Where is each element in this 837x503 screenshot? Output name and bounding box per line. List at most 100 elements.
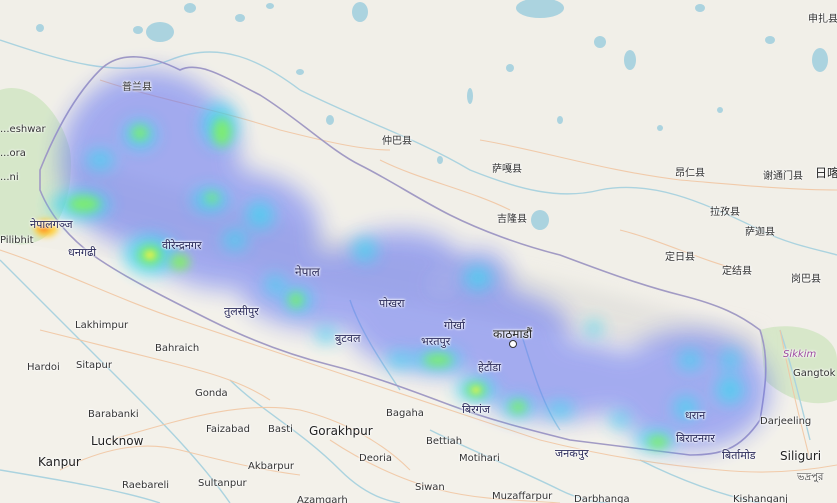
label-india: Hardoi: [27, 362, 60, 373]
label-china: 申扎县: [808, 14, 837, 25]
river: [639, 459, 761, 503]
roads: [0, 79, 837, 503]
rivers: [0, 39, 837, 503]
label-india: Darbhanga: [574, 494, 630, 503]
label-india: Azamgarh: [297, 495, 348, 503]
label-india: Lakhimpur: [75, 320, 129, 331]
river: [299, 89, 837, 256]
label-china: 定日县: [665, 252, 695, 263]
river: [429, 429, 611, 503]
road: [779, 329, 811, 461]
river: [779, 329, 811, 441]
capital-marker-icon: [509, 340, 517, 348]
label-india: ...ni: [0, 172, 19, 183]
river: [0, 39, 301, 91]
label-nepal: तुलसीपुर: [224, 305, 259, 318]
label-india: Bettiah: [426, 436, 463, 447]
lake: [506, 64, 514, 72]
lake: [352, 2, 368, 22]
lake: [657, 125, 663, 131]
label-india: Barabanki: [88, 409, 139, 420]
label-china: 定结县: [722, 266, 752, 277]
label-nepal: बिरगंज: [462, 403, 490, 416]
lake: [36, 24, 44, 32]
label-india: Darjeeling: [760, 416, 812, 427]
label-china: 吉隆县: [497, 214, 527, 225]
road: [379, 159, 511, 211]
label-india: Kanpur: [38, 455, 81, 469]
lake: [531, 210, 549, 230]
road: [479, 139, 837, 191]
label-china: 谢通门县: [763, 171, 803, 182]
lake: [146, 22, 174, 42]
label-nepal: बुटवल: [335, 332, 361, 345]
label-india: Gonda: [195, 388, 228, 399]
label-india: Siliguri: [780, 449, 822, 463]
lake: [235, 14, 245, 22]
lake: [594, 36, 606, 48]
label-nepal: वीरेन्द्रनगर: [162, 239, 202, 252]
river: [0, 469, 161, 503]
label-nepal: गोर्खा: [444, 319, 465, 332]
label-capital: काठमाडौं: [493, 327, 533, 341]
label-nepal: धनगढी: [68, 246, 97, 259]
label-china: 仲巴县: [382, 136, 412, 147]
lake: [467, 88, 473, 104]
heatmap-layer: [34, 70, 770, 450]
label-india: Lucknow: [91, 434, 144, 448]
label-india: Gorakhpur: [309, 424, 373, 438]
label-china: 普兰县: [122, 82, 152, 93]
label-india: Bagaha: [386, 408, 424, 419]
label-india: Basti: [268, 424, 293, 435]
label-nepal: बिर्तामोड: [722, 449, 756, 462]
river: [229, 379, 401, 503]
road: [109, 406, 411, 471]
label-bangladesh: ভদ্রপুর: [797, 472, 824, 483]
label-nepal: पोखरा: [379, 297, 405, 310]
road: [0, 249, 837, 473]
label-nepal: जनकपुर: [555, 447, 589, 460]
label-china: 日喀: [815, 166, 837, 180]
river: [0, 259, 231, 503]
label-india: Kishanganj: [733, 494, 788, 503]
road: [329, 439, 561, 503]
label-nepal: बिराटनगर: [676, 432, 715, 445]
lakes: [36, 0, 828, 230]
label-china: 昂仁县: [675, 168, 705, 179]
road: [39, 329, 271, 401]
lake: [624, 50, 636, 70]
lake: [516, 0, 564, 18]
label-china: 萨迦县: [745, 227, 775, 238]
lake: [557, 116, 563, 124]
lake: [266, 3, 274, 9]
label-india: Bahraich: [155, 343, 200, 354]
label-nepal: धरान: [685, 409, 706, 422]
label-india: Deoria: [359, 453, 392, 464]
label-india: ...eshwar: [0, 124, 46, 135]
label-india: Gangtok: [793, 368, 836, 379]
label-india: ...ora: [0, 148, 26, 159]
lake: [437, 156, 443, 164]
label-nepal: भरतपुर: [421, 335, 451, 348]
label-nepal: हेटौंडा: [478, 361, 501, 374]
lake: [296, 69, 304, 75]
lake: [717, 107, 723, 113]
label-india: Sitapur: [76, 360, 112, 371]
label-india: Sultanpur: [198, 478, 247, 489]
label-india: Motihari: [459, 453, 500, 464]
label-india: Muzaffarpur: [492, 491, 553, 502]
label-india: Siwan: [415, 482, 445, 493]
label-china: 萨嘎县: [492, 164, 522, 175]
road: [619, 229, 741, 271]
label-india: Akbarpur: [248, 461, 295, 472]
lake: [765, 36, 775, 44]
label-china: 岗巴县: [791, 274, 821, 285]
label-nepal: नेपालगञ्ज: [30, 218, 73, 231]
lake: [812, 48, 828, 72]
lake: [695, 4, 705, 12]
label-india: Raebareli: [122, 480, 170, 491]
lake: [184, 3, 196, 13]
label-china: 拉孜县: [710, 207, 740, 218]
